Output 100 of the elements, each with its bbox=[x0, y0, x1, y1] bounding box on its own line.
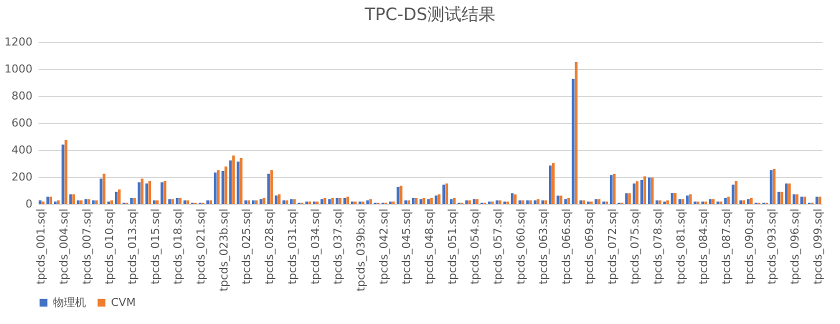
x-tick-label: tpcds_078.sql bbox=[651, 208, 664, 284]
bar bbox=[465, 200, 468, 204]
bar bbox=[336, 198, 338, 204]
x-tick-label: tpcds_037.sql bbox=[332, 208, 345, 284]
bar bbox=[496, 200, 498, 204]
bar bbox=[278, 194, 281, 204]
bar bbox=[650, 178, 654, 204]
bar bbox=[430, 198, 433, 204]
bar bbox=[636, 181, 638, 204]
bar bbox=[176, 198, 179, 204]
bar bbox=[366, 200, 369, 204]
bar bbox=[522, 200, 524, 204]
bar bbox=[567, 198, 570, 204]
bar bbox=[164, 181, 166, 204]
bar bbox=[734, 181, 738, 204]
bar bbox=[95, 200, 98, 204]
x-tick-label: tpcds_060.sql bbox=[514, 208, 528, 284]
bar bbox=[536, 199, 540, 204]
bar bbox=[712, 199, 715, 204]
y-tick-label: 800 bbox=[12, 90, 32, 102]
x-tick-label: tpcds_023b.sql bbox=[217, 208, 230, 292]
bar bbox=[140, 178, 144, 204]
bar bbox=[328, 199, 331, 204]
bar bbox=[552, 163, 555, 204]
bar bbox=[666, 200, 669, 204]
bar bbox=[114, 192, 118, 204]
bar bbox=[788, 183, 791, 204]
x-tick-label: tpcds_025.sql bbox=[240, 208, 254, 284]
bar bbox=[510, 193, 514, 204]
bar bbox=[138, 182, 140, 204]
bar bbox=[186, 200, 190, 204]
bar bbox=[572, 78, 575, 204]
bar bbox=[656, 200, 658, 204]
bar bbox=[739, 200, 742, 204]
x-tick-label: tpcds_013.sql bbox=[126, 208, 139, 284]
bar bbox=[244, 200, 248, 204]
bar bbox=[178, 198, 182, 204]
y-tick-label: 1000 bbox=[4, 62, 32, 76]
bar bbox=[674, 193, 677, 204]
bar bbox=[46, 196, 50, 204]
bar bbox=[282, 200, 286, 204]
bar bbox=[206, 200, 210, 204]
bar bbox=[346, 196, 350, 204]
bar bbox=[369, 199, 372, 204]
x-tick-label: tpcds_090.sql bbox=[742, 208, 756, 284]
bar bbox=[214, 172, 217, 204]
x-tick-label: tpcds_096.sql bbox=[788, 208, 802, 284]
bar bbox=[168, 199, 171, 204]
bar bbox=[681, 199, 684, 204]
bar bbox=[476, 199, 479, 204]
bar bbox=[594, 199, 598, 204]
bar bbox=[803, 196, 806, 204]
x-tick-label: tpcds_015.sql bbox=[148, 208, 162, 284]
bar bbox=[556, 196, 560, 204]
x-tick-label: tpcds_084.sql bbox=[697, 208, 710, 284]
bar bbox=[152, 200, 156, 204]
x-tick-label: tpcds_057.sql bbox=[492, 208, 505, 284]
bar bbox=[746, 199, 750, 204]
bar bbox=[69, 194, 72, 204]
bar bbox=[727, 196, 730, 204]
bar bbox=[216, 170, 220, 204]
bar bbox=[92, 200, 95, 204]
bar bbox=[343, 198, 346, 204]
bar bbox=[780, 192, 784, 204]
bar bbox=[209, 200, 212, 204]
bar bbox=[320, 199, 324, 204]
bar bbox=[102, 174, 106, 204]
x-tick-label: tpcds_034.sql bbox=[308, 208, 322, 284]
bar bbox=[254, 200, 258, 204]
bar bbox=[560, 196, 562, 204]
bar bbox=[541, 200, 544, 204]
x-tick-label: tpcds_054.sql bbox=[468, 208, 482, 284]
bar bbox=[796, 194, 798, 204]
bar bbox=[57, 200, 60, 204]
bar bbox=[498, 200, 502, 204]
bar bbox=[260, 199, 262, 204]
bar bbox=[689, 194, 692, 204]
bar bbox=[438, 194, 440, 204]
bar bbox=[800, 196, 803, 204]
bar bbox=[529, 200, 532, 204]
x-tick-label: tpcds_039b.sql bbox=[354, 208, 368, 292]
bar bbox=[724, 198, 727, 204]
x-tick-label: tpcds_042.sql bbox=[377, 208, 390, 284]
x-tick-label: tpcds_010.sql bbox=[103, 208, 116, 284]
bar bbox=[792, 194, 796, 204]
bar bbox=[338, 198, 342, 204]
bar bbox=[625, 193, 628, 204]
y-tick-label: 1200 bbox=[4, 36, 32, 48]
x-tick-label: tpcds_007.sql bbox=[80, 208, 94, 284]
bar bbox=[285, 200, 288, 204]
bar bbox=[270, 170, 273, 204]
bar bbox=[579, 200, 582, 204]
x-tick-label: tpcds_031.sql bbox=[286, 208, 299, 284]
bar bbox=[324, 198, 326, 204]
bar bbox=[118, 189, 121, 204]
bar bbox=[156, 200, 159, 204]
bar bbox=[38, 200, 42, 204]
bar bbox=[133, 198, 136, 204]
bar bbox=[130, 198, 133, 204]
x-tick-label: tpcds_045.sql bbox=[400, 208, 414, 284]
